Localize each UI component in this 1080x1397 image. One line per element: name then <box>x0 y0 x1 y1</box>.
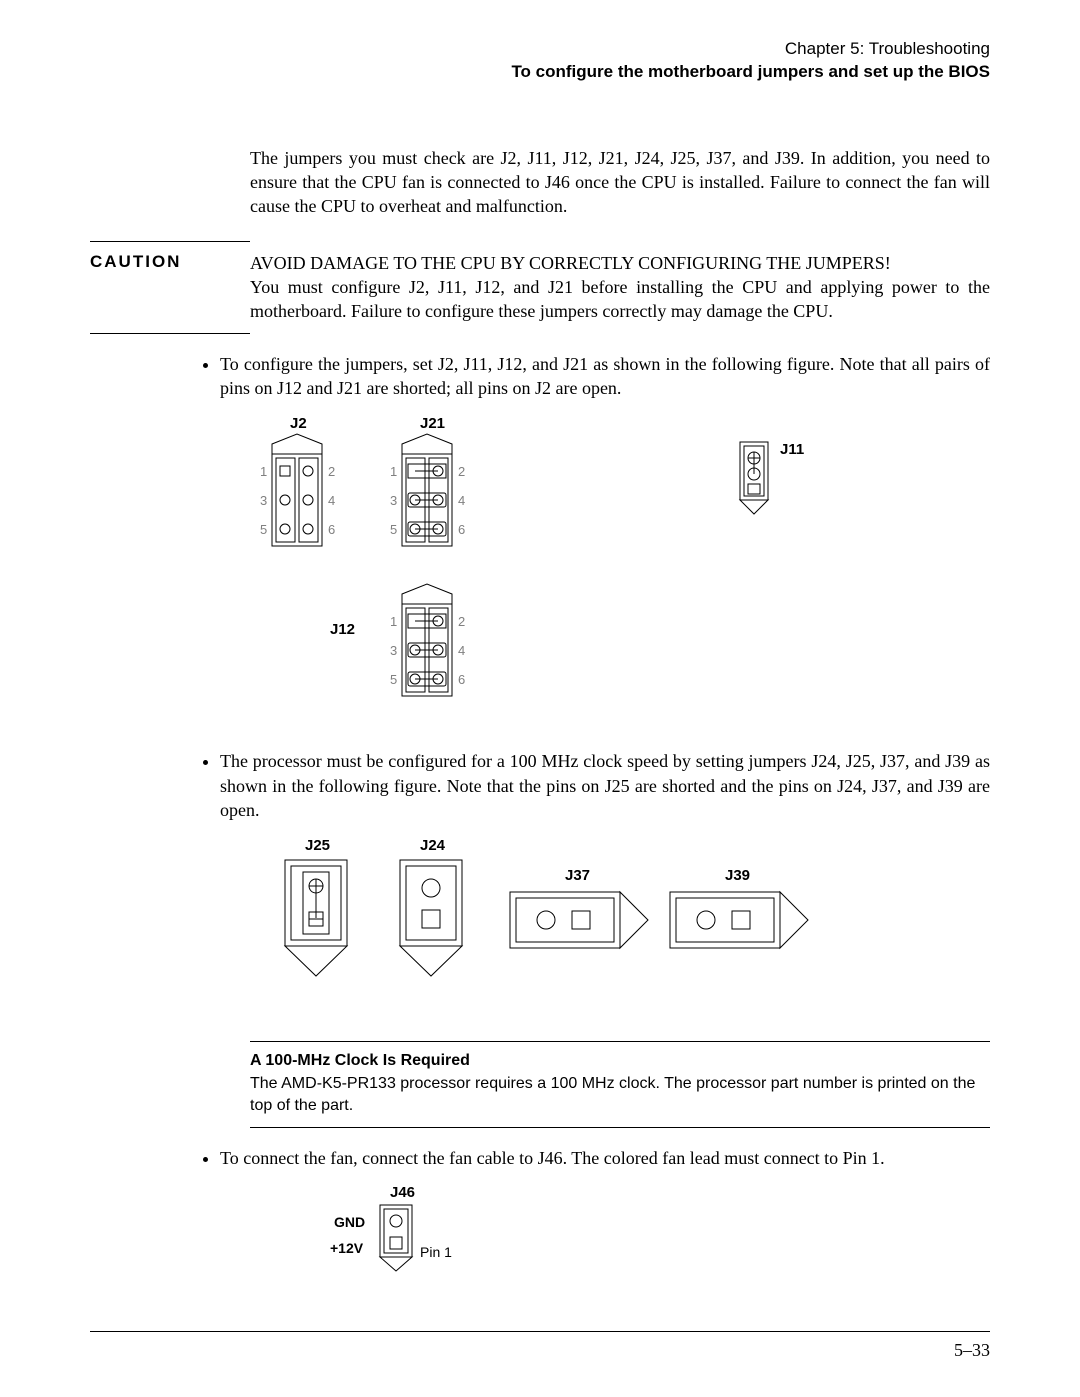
caution-line1: AVOID DAMAGE TO THE CPU BY CORRECTLY CON… <box>250 253 891 273</box>
instruction-list: To configure the jumpers, set J2, J11, J… <box>220 352 990 401</box>
svg-text:6: 6 <box>458 672 465 687</box>
figure-fan-j46: J46 GND +12V Pin 1 <box>290 1183 990 1288</box>
header-chapter: Chapter 5: Troubleshooting <box>90 38 990 61</box>
label-j11: J11 <box>780 441 804 458</box>
figure-jumpers-1: J2 J21 J12 J11 <box>250 414 990 719</box>
bullet-2: The processor must be configured for a 1… <box>220 749 990 822</box>
caution-line2: You must configure J2, J11, J12, and J21… <box>250 277 990 321</box>
jumper-j24 <box>400 860 462 976</box>
instruction-list-3: To connect the fan, connect the fan cabl… <box>220 1146 990 1170</box>
caution-label: CAUTION <box>90 241 250 334</box>
jumper-j37 <box>510 892 648 948</box>
jumpers-svg-3: J46 GND +12V Pin 1 <box>290 1183 510 1283</box>
header-section: To configure the motherboard jumpers and… <box>90 61 990 84</box>
label-j24: J24 <box>420 837 446 854</box>
caution-body: AVOID DAMAGE TO THE CPU BY CORRECTLY CON… <box>250 241 990 334</box>
svg-text:1: 1 <box>260 464 267 479</box>
label-j12: J12 <box>330 621 355 638</box>
svg-text:2: 2 <box>328 464 335 479</box>
svg-text:1: 1 <box>390 464 397 479</box>
label-j25: J25 <box>305 837 330 854</box>
jumpers-svg-2: J25 J24 J37 J39 <box>250 836 890 1006</box>
label-j21: J21 <box>420 415 445 432</box>
jumper-j21: 1 2 3 4 5 6 <box>390 434 465 546</box>
jumper-j25 <box>285 860 347 976</box>
label-gnd: GND <box>334 1214 365 1230</box>
svg-text:3: 3 <box>390 493 397 508</box>
bullet-3: To connect the fan, connect the fan cabl… <box>220 1146 990 1170</box>
bullet-1: To configure the jumpers, set J2, J11, J… <box>220 352 990 401</box>
caution-block: CAUTION AVOID DAMAGE TO THE CPU BY CORRE… <box>90 241 990 334</box>
svg-text:4: 4 <box>328 493 335 508</box>
label-j39: J39 <box>725 867 750 884</box>
svg-text:5: 5 <box>390 672 397 687</box>
jumper-j39 <box>670 892 808 948</box>
label-j46: J46 <box>390 1184 415 1201</box>
label-pin1: Pin 1 <box>420 1244 452 1260</box>
svg-text:6: 6 <box>458 522 465 537</box>
svg-text:5: 5 <box>260 522 267 537</box>
intro-paragraph: The jumpers you must check are J2, J11, … <box>250 146 990 219</box>
svg-text:1: 1 <box>390 614 397 629</box>
svg-text:2: 2 <box>458 614 465 629</box>
svg-text:4: 4 <box>458 643 465 658</box>
svg-text:3: 3 <box>390 643 397 658</box>
page-number: 5–33 <box>954 1340 990 1360</box>
figure-jumpers-2: J25 J24 J37 J39 <box>250 836 990 1011</box>
jumpers-svg-1: J2 J21 J12 J11 <box>250 414 850 714</box>
svg-text:3: 3 <box>260 493 267 508</box>
jumper-j12: 1 2 3 4 5 6 <box>390 584 465 696</box>
svg-text:4: 4 <box>458 493 465 508</box>
label-12v: +12V <box>330 1240 364 1256</box>
svg-text:6: 6 <box>328 522 335 537</box>
document-page: Chapter 5: Troubleshooting To configure … <box>0 0 1080 1397</box>
label-j37: J37 <box>565 867 590 884</box>
note-body: The AMD-K5-PR133 processor requires a 10… <box>250 1073 990 1118</box>
note-title: A 100-MHz Clock Is Required <box>250 1050 990 1072</box>
note-box: A 100-MHz Clock Is Required The AMD-K5-P… <box>250 1041 990 1128</box>
label-j2: J2 <box>290 415 307 432</box>
page-header: Chapter 5: Troubleshooting To configure … <box>90 38 990 84</box>
instruction-list-2: The processor must be configured for a 1… <box>220 749 990 822</box>
jumper-j11 <box>740 442 768 514</box>
svg-text:5: 5 <box>390 522 397 537</box>
page-footer: 5–33 <box>90 1331 990 1361</box>
jumper-j2: 1 2 3 4 5 6 <box>260 434 335 546</box>
svg-text:2: 2 <box>458 464 465 479</box>
